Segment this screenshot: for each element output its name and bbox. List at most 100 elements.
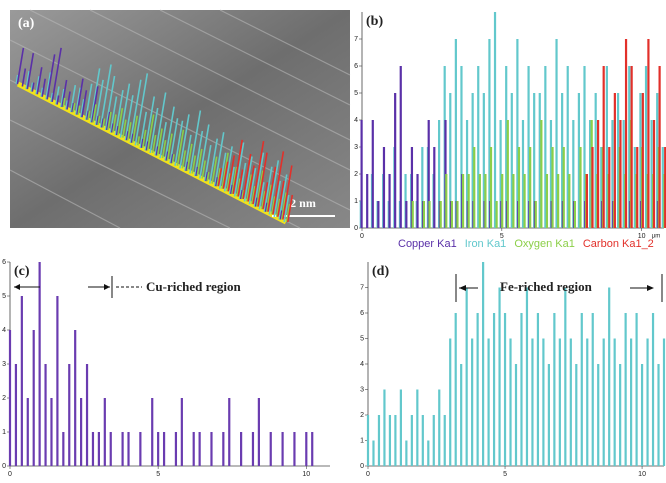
overlay-spike (186, 143, 193, 172)
overlay-spike (61, 79, 68, 108)
overlay-spike (76, 78, 84, 115)
overlay-spike (252, 140, 265, 205)
overlay-spike (36, 67, 43, 95)
y-tick-label: 5 (2, 293, 6, 300)
overlay-spike (105, 111, 111, 131)
y-tick-label: 2 (2, 395, 6, 402)
overlay-spike (248, 167, 257, 205)
overlay-spike (96, 115, 100, 126)
overlay-spike (25, 70, 30, 90)
overlay-spike (226, 173, 231, 192)
legend-entry: Oxygen Ka1 (514, 238, 575, 250)
overlay-spike (254, 197, 258, 207)
x-tick-label: 10 (638, 233, 646, 240)
x-tick-label: 5 (156, 471, 160, 478)
overlay-spike (72, 102, 76, 113)
overlay-spike (139, 111, 148, 149)
overlay-spike (265, 184, 273, 212)
overlay-spike (71, 102, 75, 113)
overlay-spike (74, 87, 82, 115)
overlay-spike (258, 182, 265, 210)
overlay-spike (223, 146, 233, 192)
overlay-spike (112, 114, 117, 133)
overlay-spike (104, 75, 116, 131)
overlay-spike (30, 82, 34, 92)
overlay-spike (165, 151, 169, 161)
x-tick-label: 10 (638, 471, 646, 478)
overlay-spike (164, 106, 175, 161)
overlay-spike (149, 107, 159, 154)
overlay-spike (161, 139, 167, 159)
y-tick-label: 4 (360, 361, 364, 368)
sem-image-panel: (a) 2 nm (9, 9, 351, 229)
overlay-spike (195, 166, 199, 177)
overlay-spike (206, 171, 210, 182)
x-unit: μm (652, 234, 660, 240)
overlay-spike (79, 99, 85, 118)
overlay-spike (136, 136, 141, 146)
overlay-spike (283, 194, 290, 223)
overlay-spike (51, 47, 62, 103)
overlay-spike (21, 68, 27, 87)
overlay-spike (232, 139, 243, 195)
overlay-spike (189, 110, 202, 174)
overlay-spike (181, 150, 187, 169)
overlay-spike (151, 134, 157, 154)
y-tick-label: 4 (354, 117, 358, 124)
annotation: Cu-riched region (146, 279, 241, 294)
overlay-spike (66, 91, 71, 110)
overlay-spike (65, 100, 69, 110)
panel-label: (a) (18, 16, 35, 31)
overlay-spike (194, 130, 204, 177)
overlay-spike (122, 119, 127, 138)
overlay-spike (237, 169, 244, 197)
y-tick-label: 6 (354, 63, 358, 70)
overlay-spike (238, 162, 247, 200)
y-tick-label: 0 (354, 225, 358, 232)
overlay-spike (208, 138, 219, 184)
overlay-spike (185, 161, 189, 172)
overlay-spike (159, 121, 167, 159)
overlay-spike (144, 96, 156, 151)
overlay-spike (287, 194, 294, 223)
overlay-spike (176, 129, 185, 166)
overlay-spike (16, 47, 25, 85)
overlay-spike (92, 104, 97, 123)
overlay-spike (170, 154, 174, 164)
overlay-spike (264, 202, 268, 212)
overlay-spike (145, 141, 149, 151)
overlay-spike (231, 166, 238, 195)
overlay-spike (156, 128, 163, 156)
overlay-spike (230, 184, 234, 195)
overlay-spike (130, 133, 134, 143)
overlay-spike (115, 125, 119, 136)
arrow-head (104, 284, 110, 290)
overlay-spike (221, 152, 229, 189)
overlay-spike (169, 118, 179, 164)
overlay-spike (205, 171, 209, 182)
overlay-spike (35, 76, 40, 95)
overlay-spike (89, 68, 101, 123)
overlay-spike (278, 174, 288, 220)
overlay-spike (55, 86, 60, 105)
overlay-spike (262, 182, 269, 210)
overlay-spike (114, 89, 124, 136)
arrow-head (14, 284, 20, 290)
overlay-spike (56, 95, 60, 105)
overlay-spike (86, 110, 90, 120)
overlay-spike (199, 124, 210, 179)
overlay-spike (77, 105, 81, 115)
overlay-spike (26, 52, 35, 90)
y-tick-label: 0 (360, 463, 364, 470)
overlay-spike (15, 74, 19, 85)
overlay-spike (84, 83, 93, 120)
overlay-spike (125, 131, 129, 141)
overlay-spike (227, 155, 236, 192)
overlay-spike (107, 111, 112, 131)
overlay-spike (279, 210, 283, 220)
overlay-spike (70, 84, 77, 113)
overlay-spike (154, 92, 167, 156)
overlay-spike (216, 168, 221, 187)
overlay-spike (174, 120, 184, 166)
